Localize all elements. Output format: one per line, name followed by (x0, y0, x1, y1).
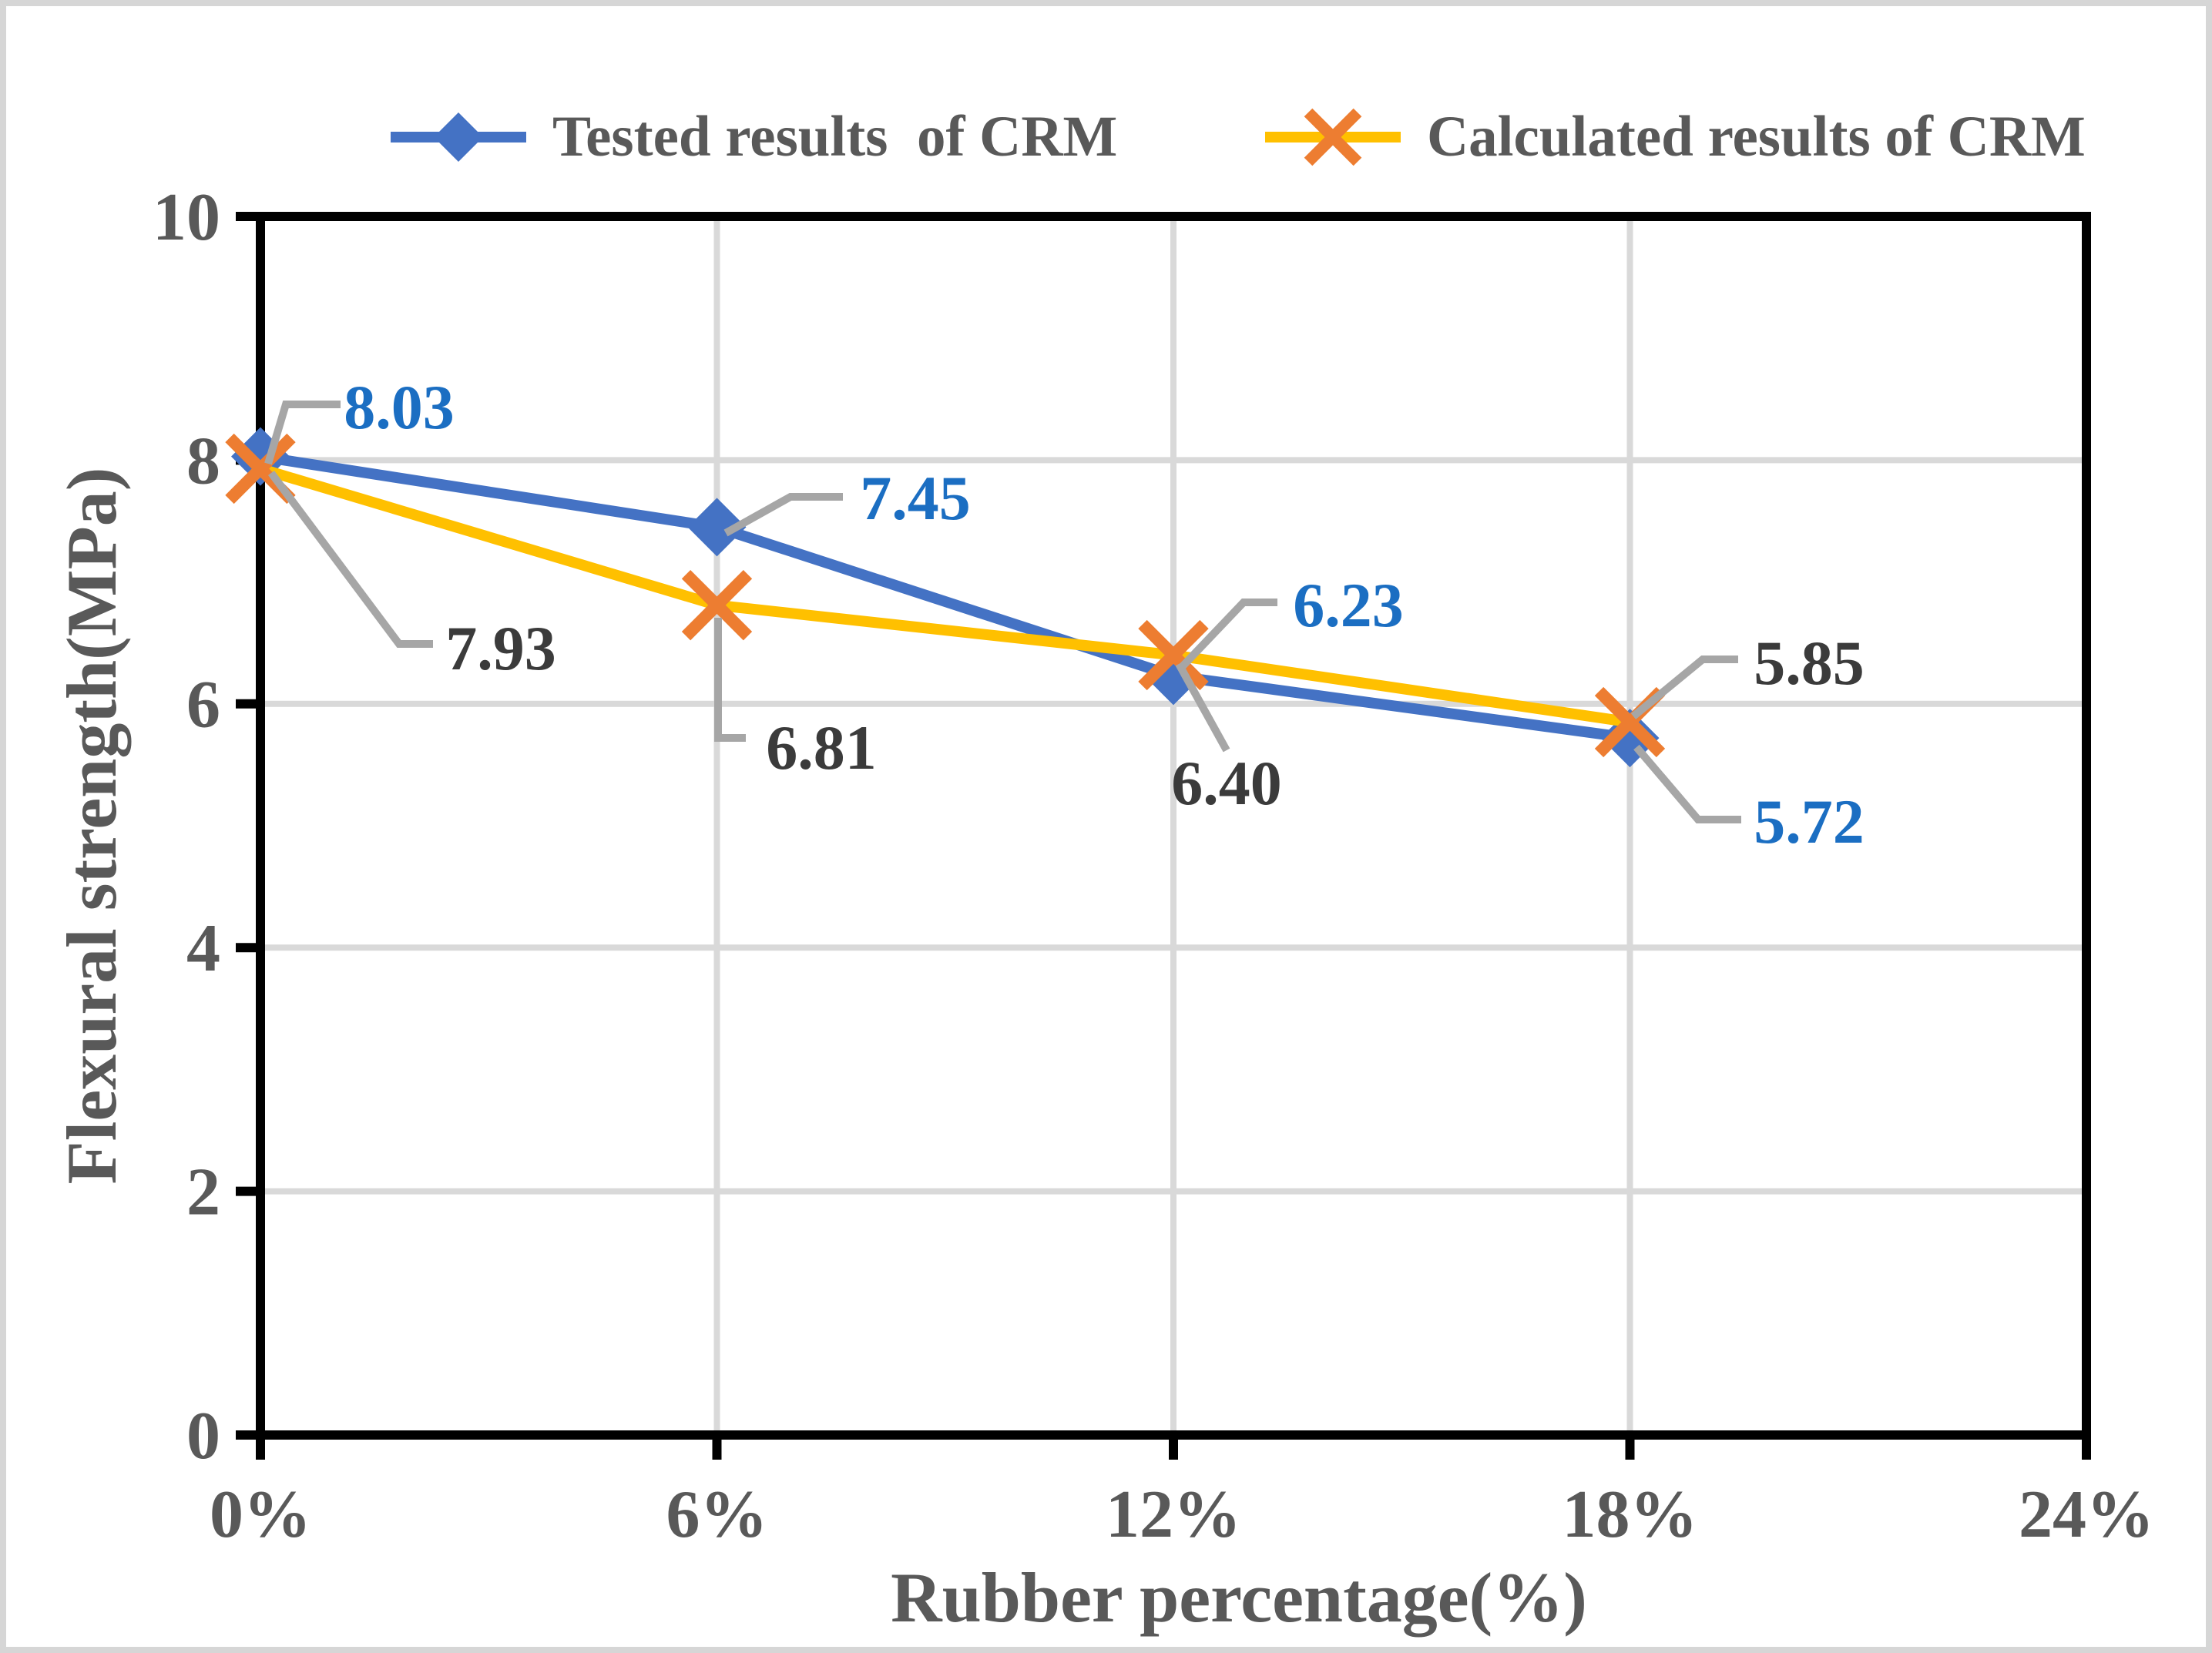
chart-canvas: 0 2 4 6 8 10 0% 6% 12% 18% 24% 8.03 7.45 6.23 5.72 7.93… (153, 180, 2154, 1552)
x-tick-label: 12% (1106, 1477, 1241, 1552)
data-label-leader-line (267, 471, 433, 648)
data-label-leader-line (714, 618, 746, 742)
data-label: 8.03 (344, 372, 455, 442)
y-tick-label: 6 (186, 668, 220, 743)
plot-border (256, 212, 2091, 1440)
x-axis-title: Rubber percentage(%) (891, 1558, 1587, 1637)
y-tick-label: 8 (186, 424, 220, 498)
data-label-leader-line (264, 401, 341, 465)
y-tick-label: 10 (153, 180, 220, 255)
x-tick-label: 6% (666, 1477, 768, 1552)
data-label-leader-line (1175, 662, 1230, 753)
y-tick-label: 4 (186, 911, 220, 986)
series-line-calculated (258, 463, 1631, 728)
legend-item-tested: Tested results of CRM (389, 83, 1117, 191)
y-tick-label: 0 (186, 1399, 220, 1474)
series-line-tested (259, 451, 1631, 744)
x-tick-label: 24% (2019, 1477, 2154, 1552)
data-label-leader-line (1633, 744, 1741, 823)
data-label: 6.40 (1171, 748, 1282, 818)
x-tick-label: 18% (1562, 1477, 1698, 1552)
x-marker-icon (1265, 108, 1401, 166)
y-tick-label: 2 (186, 1155, 220, 1230)
data-label: 5.85 (1754, 628, 1865, 698)
data-point-x (681, 570, 753, 641)
chart-legend: Tested results of CRM Calculated results… (6, 83, 2206, 191)
diamond-marker-icon (391, 112, 526, 162)
data-label-leader-line (1177, 598, 1277, 672)
data-label: 7.45 (860, 463, 971, 533)
data-label: 6.23 (1293, 570, 1404, 640)
data-point-diamond (687, 498, 747, 557)
data-label: 5.72 (1754, 786, 1865, 857)
data-label-leader-line (723, 493, 843, 537)
legend-label-calculated: Calculated results of CRM (1427, 105, 2086, 169)
data-label: 6.81 (766, 712, 877, 783)
x-tick-label: 0% (210, 1477, 311, 1552)
legend-label-tested: Tested results of CRM (552, 105, 1118, 169)
legend-item-calculated: Calculated results of CRM (1264, 83, 2086, 191)
data-point-x (1138, 619, 1209, 691)
data-label: 7.93 (445, 613, 556, 683)
data-label-leader-line (1630, 656, 1738, 719)
